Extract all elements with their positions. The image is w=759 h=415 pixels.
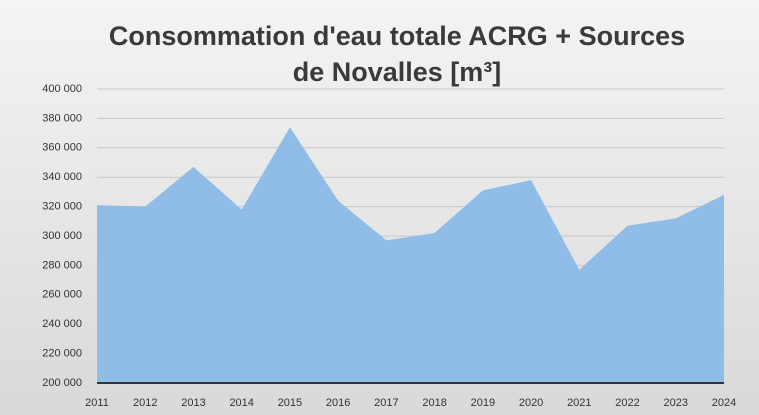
y-tick-label: 400 000 xyxy=(42,83,82,95)
y-tick-label: 200 000 xyxy=(42,377,82,389)
chart-title: Consommation d'eau totale ACRG + Sources xyxy=(109,21,685,51)
y-tick-label: 380 000 xyxy=(42,112,82,124)
x-tick-label: 2013 xyxy=(181,397,205,409)
y-tick-label: 360 000 xyxy=(42,142,82,154)
x-tick-label: 2021 xyxy=(567,397,591,409)
y-tick-label: 260 000 xyxy=(42,289,82,301)
x-tick-label: 2016 xyxy=(326,397,350,409)
x-tick-label: 2011 xyxy=(85,397,109,409)
y-tick-label: 300 000 xyxy=(42,230,82,242)
x-tick-label: 2024 xyxy=(712,397,736,409)
y-tick-label: 320 000 xyxy=(42,201,82,213)
x-tick-label: 2014 xyxy=(229,397,253,409)
x-tick-label: 2017 xyxy=(374,397,398,409)
chart-title: de Novalles [m³] xyxy=(293,57,502,87)
x-tick-label: 2020 xyxy=(519,397,543,409)
y-tick-label: 240 000 xyxy=(42,318,82,330)
y-tick-label: 280 000 xyxy=(42,259,82,271)
x-tick-label: 2022 xyxy=(615,397,639,409)
x-tick-label: 2015 xyxy=(278,397,302,409)
x-tick-label: 2023 xyxy=(664,397,688,409)
x-tick-label: 2018 xyxy=(422,397,446,409)
x-tick-label: 2012 xyxy=(133,397,157,409)
x-tick-label: 2019 xyxy=(471,397,495,409)
y-tick-label: 220 000 xyxy=(42,348,82,360)
area xyxy=(97,127,724,383)
y-tick-label: 340 000 xyxy=(42,171,82,183)
